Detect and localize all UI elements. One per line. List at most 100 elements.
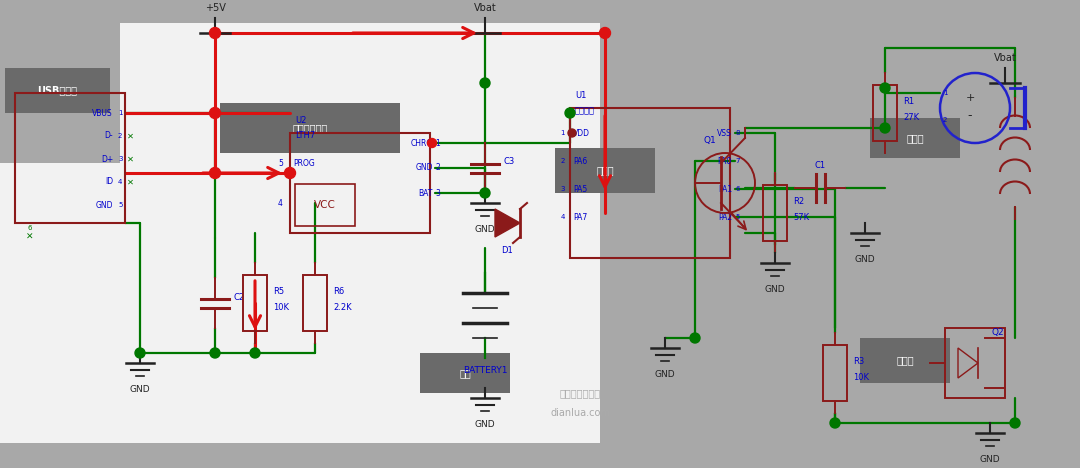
- Text: VCC: VCC: [314, 200, 336, 210]
- Text: C1: C1: [814, 161, 825, 170]
- Text: U2: U2: [295, 116, 307, 125]
- Text: GND: GND: [95, 200, 113, 210]
- Text: GND: GND: [765, 285, 785, 294]
- Text: ✕: ✕: [126, 132, 134, 140]
- Bar: [5, 68, 110, 113]
- Text: R5: R5: [273, 286, 284, 295]
- Text: Q2: Q2: [993, 328, 1004, 337]
- Text: 5: 5: [279, 159, 283, 168]
- Text: Q1: Q1: [704, 136, 716, 145]
- Bar: [762, 185, 787, 241]
- Text: VSS: VSS: [717, 129, 732, 138]
- Text: 10K: 10K: [273, 304, 289, 313]
- Bar: [870, 118, 960, 158]
- Text: PA7: PA7: [573, 212, 588, 221]
- Text: 4: 4: [118, 179, 122, 185]
- Circle shape: [880, 123, 890, 133]
- Bar: [120, 23, 600, 443]
- Text: 4: 4: [279, 198, 283, 207]
- Circle shape: [565, 108, 575, 118]
- Text: 充电管理芯片: 充电管理芯片: [293, 123, 327, 133]
- Bar: [945, 328, 1005, 398]
- Text: CHRG: CHRG: [410, 139, 433, 147]
- Circle shape: [428, 139, 436, 147]
- Text: GND: GND: [475, 420, 496, 429]
- Text: -: -: [968, 110, 972, 123]
- Text: 1: 1: [943, 90, 947, 96]
- Text: 单片机: 单片机: [596, 166, 613, 176]
- Circle shape: [690, 333, 700, 343]
- Circle shape: [284, 168, 296, 178]
- Text: +5V: +5V: [204, 3, 226, 13]
- Polygon shape: [495, 209, 519, 237]
- Text: 5: 5: [735, 214, 740, 220]
- Circle shape: [480, 188, 490, 198]
- Text: PA5: PA5: [573, 184, 588, 193]
- Bar: [0, 163, 140, 443]
- Text: 电池: 电池: [459, 368, 471, 378]
- Bar: [295, 184, 355, 226]
- Text: GND: GND: [654, 370, 675, 379]
- Text: ✕: ✕: [26, 233, 33, 242]
- Text: PA1: PA1: [718, 184, 732, 193]
- Text: D-: D-: [105, 132, 113, 140]
- Text: BAT: BAT: [419, 189, 433, 197]
- Circle shape: [480, 78, 490, 88]
- Bar: [291, 133, 430, 233]
- Text: U1: U1: [575, 91, 586, 100]
- Text: dianlua.com: dianlua.com: [550, 408, 610, 418]
- Text: 麦克风: 麦克风: [906, 133, 923, 143]
- Text: 57K: 57K: [793, 213, 809, 222]
- Bar: [860, 338, 950, 383]
- Text: D+: D+: [100, 154, 113, 163]
- Text: 2: 2: [118, 133, 122, 139]
- Text: 1: 1: [118, 110, 122, 116]
- Text: GND: GND: [980, 455, 1000, 464]
- Text: 发热丝: 发热丝: [896, 356, 914, 366]
- Bar: [243, 275, 267, 331]
- Text: 8: 8: [735, 130, 740, 136]
- Text: D1: D1: [501, 246, 513, 255]
- Text: BATTERY1: BATTERY1: [462, 366, 508, 375]
- Text: Vbat: Vbat: [994, 53, 1016, 63]
- Text: VDD: VDD: [573, 129, 590, 138]
- Text: ID: ID: [105, 177, 113, 187]
- Text: 1: 1: [435, 139, 440, 147]
- Bar: [15, 93, 125, 223]
- Circle shape: [568, 129, 576, 137]
- Circle shape: [210, 348, 220, 358]
- Text: 5: 5: [118, 202, 122, 208]
- Text: 27K: 27K: [903, 114, 919, 123]
- Bar: [570, 108, 730, 258]
- Text: PA6: PA6: [573, 156, 588, 166]
- Text: +: +: [966, 93, 974, 103]
- Text: 6: 6: [28, 225, 32, 231]
- Text: R3: R3: [853, 357, 864, 366]
- Text: PA0: PA0: [718, 156, 732, 166]
- Circle shape: [210, 28, 220, 38]
- Text: USB充电口: USB充电口: [38, 86, 78, 95]
- Text: PROG: PROG: [293, 159, 314, 168]
- Text: GND: GND: [854, 255, 875, 264]
- Text: GND: GND: [416, 163, 433, 173]
- Text: R6: R6: [333, 286, 345, 295]
- Text: 7: 7: [735, 158, 740, 164]
- Text: GND: GND: [475, 225, 496, 234]
- Circle shape: [880, 83, 890, 93]
- Text: 公众号：电路啊: 公众号：电路啊: [559, 388, 600, 398]
- Text: GND: GND: [130, 385, 150, 394]
- Bar: [823, 345, 847, 401]
- Text: 3: 3: [435, 189, 440, 197]
- Bar: [555, 148, 654, 193]
- Text: R2: R2: [793, 197, 805, 205]
- Text: 2: 2: [435, 163, 440, 173]
- Text: 4: 4: [561, 214, 565, 220]
- Circle shape: [599, 28, 610, 38]
- Bar: [220, 103, 400, 153]
- Circle shape: [210, 168, 220, 178]
- Text: Vbat: Vbat: [474, 3, 497, 13]
- Text: ✕: ✕: [126, 154, 134, 163]
- Text: 型号不详: 型号不详: [575, 106, 595, 115]
- Text: 3: 3: [561, 186, 565, 192]
- Text: 1: 1: [561, 130, 565, 136]
